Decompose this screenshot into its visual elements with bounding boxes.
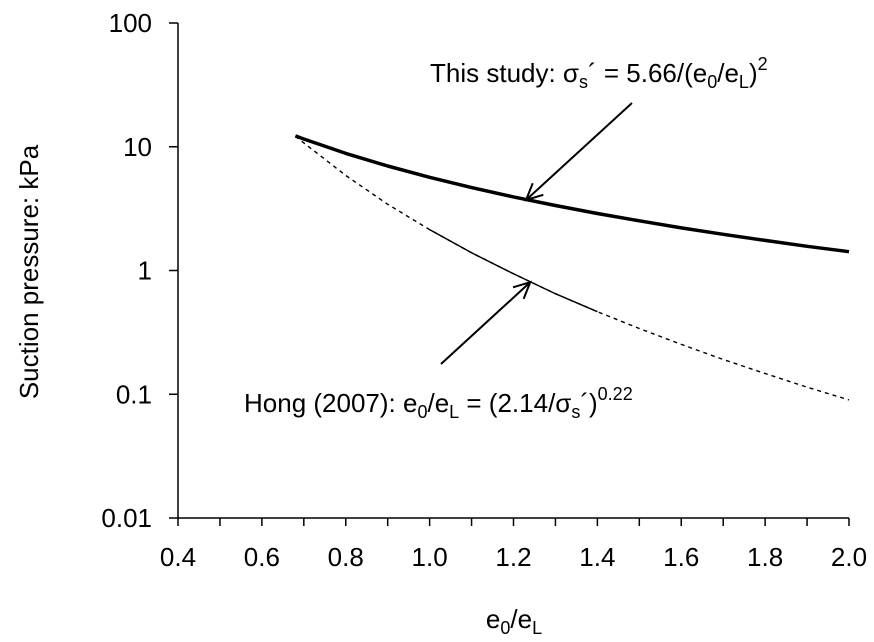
x-tick-label: 1.4	[579, 542, 615, 572]
series-line-hong-2007	[294, 135, 850, 401]
y-tick-label: 10	[123, 132, 152, 162]
arrow-head	[524, 182, 544, 202]
series-layer	[294, 134, 850, 401]
x-tick-label: 1.8	[747, 542, 783, 572]
x-tick-label: 1.6	[663, 542, 699, 572]
x-axis-title: e0/eL	[486, 604, 542, 638]
y-tick-label: 0.01	[101, 503, 152, 533]
arrow-this-study	[524, 102, 633, 202]
axes: 0.4 0.6 0.8 1.0 1.2 1.4 1.6 1.8 2.0 0.01 0.1 1 10 100	[101, 8, 867, 572]
series-line-this-study	[294, 134, 850, 254]
arrow-hong-2007	[440, 280, 532, 365]
x-tick-label: 1.2	[495, 542, 531, 572]
y-tick-label: 0.1	[116, 379, 152, 409]
y-axis-title: Suction pressure: kPa	[14, 144, 44, 399]
x-tick-label: 0.4	[160, 542, 196, 572]
x-tick-label: 0.6	[244, 542, 280, 572]
series-solid-segment-hong-2007	[429, 228, 598, 313]
annotation-hong-2007: Hong (2007): e0/eL = (2.14/σs´)0.22	[244, 384, 633, 422]
y-tick-label: 1	[138, 256, 152, 286]
x-tick-label: 0.8	[328, 542, 364, 572]
y-tick-label: 100	[109, 8, 152, 38]
x-tick-label: 1.0	[412, 542, 448, 572]
arrow-head	[512, 280, 532, 300]
annotation-this-study: This study: σs´ = 5.66/(e0/eL)2	[430, 54, 768, 92]
x-tick-label: 2.0	[831, 542, 867, 572]
arrow-shaft	[525, 102, 633, 201]
arrow-shaft	[440, 281, 531, 365]
